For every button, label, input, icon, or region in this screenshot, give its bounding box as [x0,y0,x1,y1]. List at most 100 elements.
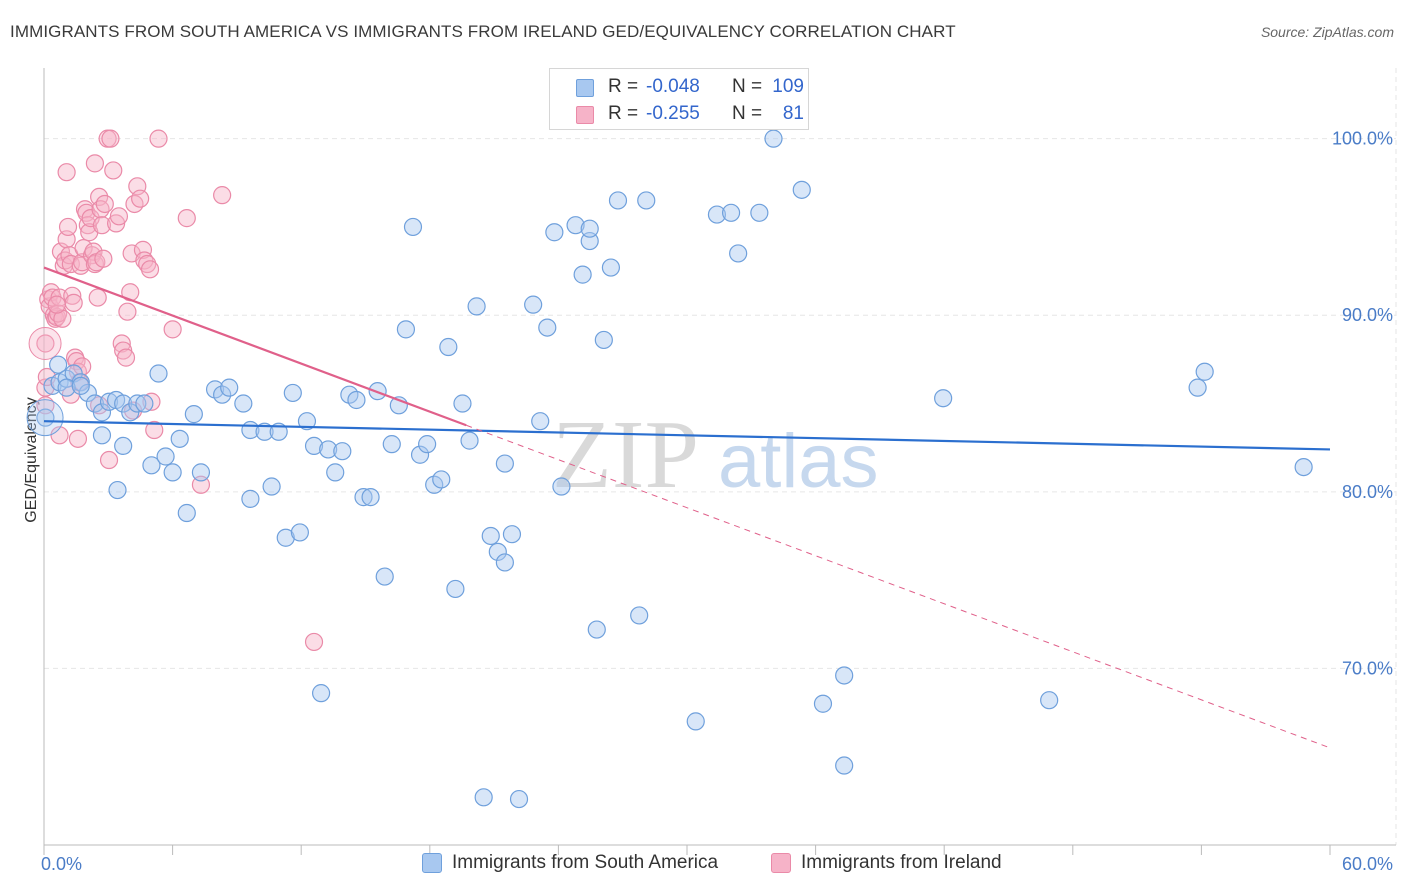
south-america-point [432,470,451,489]
ireland-points [28,129,324,652]
gridlines [44,68,1397,845]
ireland-point [112,334,131,353]
legend-label: Immigrants from South America [452,852,719,873]
series-legend: Immigrants from South America Immigrants… [0,852,1406,878]
chart-title: IMMIGRANTS FROM SOUTH AMERICA VS IMMIGRA… [10,22,956,41]
south-america-point [57,378,76,397]
south-america-point [135,394,154,413]
ireland-point [94,249,113,268]
south-america-point [410,445,430,464]
south-america-point [213,385,232,404]
south-america-point [601,258,621,277]
ireland-point [28,326,62,360]
south-america-point [184,405,203,424]
south-america-point [566,216,585,235]
n-value: 109 [772,76,804,97]
ireland-point [63,286,82,305]
south-america-point [149,364,168,383]
legend-label: Immigrants from Ireland [801,852,1002,873]
south-america-point [276,528,295,547]
south-america-point [354,488,373,507]
south-america-point [92,403,112,422]
ireland-swatch [576,106,594,124]
south-america-point [156,447,175,466]
south-america-point [495,454,514,473]
south-america-point [170,429,189,448]
south-america-point [552,477,571,496]
south-america-point [92,426,112,445]
y-tick-label: 90.0% [1342,305,1393,325]
south-america-point [488,542,507,561]
legend-row-south-america: R = -0.048 N = 109 [550,73,808,101]
ireland-point [177,209,196,228]
ireland-point [50,426,69,445]
ireland-point [95,194,114,214]
ireland-point [140,260,160,279]
south-america-point [234,394,253,413]
south-america-point [375,567,394,586]
south-america-point [453,394,472,413]
ireland-point [36,396,55,415]
south-america-point [587,620,606,639]
ireland-point [191,475,211,494]
legend-item-ireland: Immigrants from Ireland [771,852,1002,874]
n-label: N = [732,103,763,124]
south-america-point [721,203,741,222]
south-america-point [1294,457,1313,477]
south-america-point [813,694,833,713]
south-america-point [142,456,161,475]
ireland-point [138,254,157,274]
south-america-swatch [576,79,594,97]
south-america-point [319,440,338,459]
ireland-point [213,186,232,205]
ireland-point [142,392,161,411]
south-america-point [1195,362,1214,381]
x-tick-label: 0.0% [41,854,82,874]
south-america-point [418,435,437,454]
south-america-point [446,579,465,599]
ireland-point [99,450,119,470]
south-america-point [382,435,401,454]
south-america-point [835,666,854,685]
south-america-point [495,553,514,572]
legend-row-ireland: R = -0.255 N = 81 [550,100,808,128]
ireland-point [101,129,120,148]
south-america-point [361,488,380,507]
south-america-points [26,129,1313,809]
south-america-point [191,463,211,482]
south-america-point [729,244,748,263]
south-america-point [1040,691,1059,710]
south-america-point [283,383,302,403]
south-america-point [297,412,317,431]
south-america-point [524,295,543,314]
south-america-point [481,526,500,546]
ireland-point [36,334,55,353]
ireland-point [109,207,129,226]
ireland-point [92,216,112,235]
south-america-point [467,297,486,316]
south-america-point [637,191,656,210]
ireland-point [163,320,182,339]
ireland-point [47,295,66,314]
south-america-point [108,480,127,500]
south-america-point [750,203,769,222]
south-america-point [177,503,196,523]
r-value: -0.255 [646,103,700,124]
watermark-zip: ZIP [552,401,699,509]
n-label: N = [732,76,763,97]
r-label: R = [608,76,639,97]
ireland-trend-line [43,266,467,427]
south-america-point [531,412,550,431]
south-america-point [255,422,274,441]
south-america-point [78,383,97,403]
ireland-point [131,189,150,208]
y-tick-label: 100.0% [1332,129,1393,149]
south-america-point [764,129,783,148]
south-america-point [630,606,649,625]
ireland-point [118,302,137,321]
south-america-point [26,399,64,437]
south-america-point [509,789,529,809]
ireland-point [125,194,144,214]
south-america-point [311,684,331,703]
